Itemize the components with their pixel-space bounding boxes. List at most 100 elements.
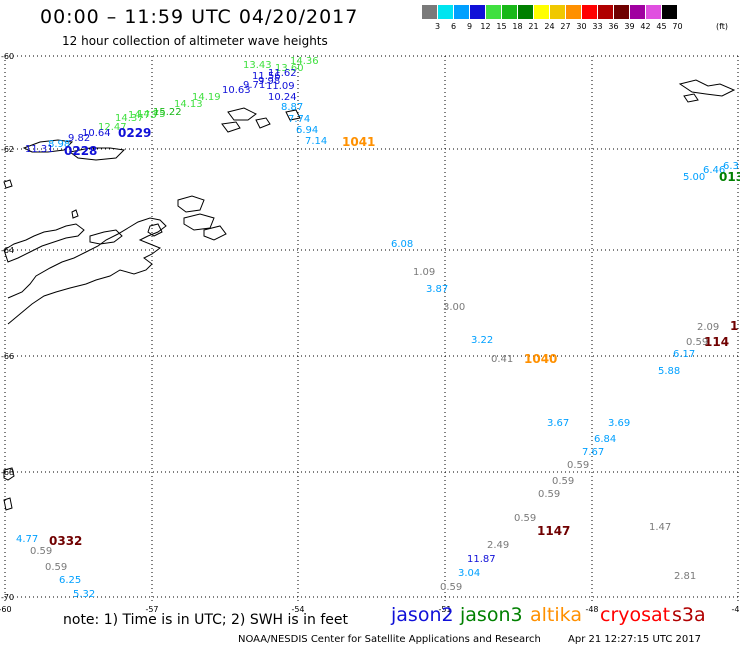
map-subtitle: 12 hour collection of altimeter wave hei… xyxy=(62,34,328,48)
coastline-islet-13 xyxy=(678,79,736,97)
coastline-islet-7 xyxy=(221,121,241,133)
coastline-islet-4 xyxy=(147,223,163,237)
pass-time-label: 114 xyxy=(704,335,729,349)
legend-swatch xyxy=(582,5,597,19)
legend-swatch xyxy=(502,5,517,19)
legend-label: 45 xyxy=(656,22,667,31)
wave-height-label: 3.22 xyxy=(471,335,493,346)
legend-label: 21 xyxy=(528,22,539,31)
wave-height-label: 14.37 xyxy=(115,113,144,124)
legend-label: 70 xyxy=(672,22,683,31)
coastlines xyxy=(3,79,736,511)
legend-swatch xyxy=(518,5,533,19)
lat-label: -64 xyxy=(1,246,14,255)
wave-height-label: 14.19 xyxy=(192,92,221,103)
wave-height-label: 14.73 xyxy=(128,110,157,121)
legend-swatch xyxy=(598,5,613,19)
satellite-label-jason3: jason3 xyxy=(460,604,523,626)
wave-height-label: 0.41 xyxy=(491,354,513,365)
wave-height-label: 13.43 xyxy=(243,60,272,71)
wave-height-label: 6.25 xyxy=(59,575,81,586)
legend-swatch xyxy=(646,5,661,19)
wave-height-label: 2.09 xyxy=(697,322,719,333)
legend-swatch xyxy=(534,5,549,19)
wave-height-label: 7.14 xyxy=(305,136,327,147)
wave-height-label: 3.69 xyxy=(608,418,630,429)
wave-height-label: 10.64 xyxy=(82,128,111,139)
wave-height-label: 13.60 xyxy=(275,63,304,74)
coastline-sound xyxy=(89,229,123,245)
wave-height-label: 14.13 xyxy=(174,99,203,110)
coastline-islet-2 xyxy=(183,213,215,231)
wave-height-label: 9.71 xyxy=(243,80,265,91)
legend-label: 3 xyxy=(434,22,441,31)
wave-height-label: 9.98 xyxy=(258,76,280,87)
legend-label: 42 xyxy=(640,22,651,31)
wave-height-label: 1.47 xyxy=(649,522,671,533)
coastline-islet-1 xyxy=(177,195,205,213)
wave-height-label: 0.59 xyxy=(45,562,67,573)
coastline-islet-11 xyxy=(68,147,126,161)
pass-time-label: 1147 xyxy=(537,524,570,538)
pass-time-label: 013 xyxy=(719,170,740,184)
legend-swatch xyxy=(454,5,469,19)
coastline-islet-15 xyxy=(3,467,15,481)
legend-label: 12 xyxy=(480,22,491,31)
legend-swatch xyxy=(550,5,565,19)
legend-label: 27 xyxy=(560,22,571,31)
wave-height-label: 2.49 xyxy=(487,540,509,551)
satellite-label-altika: altika xyxy=(530,604,582,626)
wave-height-label: 11.09 xyxy=(266,81,295,92)
wave-height-label: 6.84 xyxy=(594,434,616,445)
wave-height-label: 11.56 xyxy=(252,71,281,82)
wave-height-label: 12.47 xyxy=(98,122,127,133)
satellite-label-jason2: jason2 xyxy=(391,604,454,626)
legend-label: 9 xyxy=(466,22,473,31)
coastline-islet-3 xyxy=(203,225,227,241)
legend-swatch xyxy=(486,5,501,19)
legend-label: 30 xyxy=(576,22,587,31)
lat-label: -66 xyxy=(1,352,14,361)
graticule: -60 -57 -54 -51 -48 -45 -60 -62 -64 -66 -68 -70 xyxy=(0,52,740,614)
wave-height-label: 8.87 xyxy=(281,102,303,113)
lat-label: -62 xyxy=(1,145,14,154)
wave-height-label: 0.59 xyxy=(30,546,52,557)
legend-label: 24 xyxy=(544,22,555,31)
lon-label: -48 xyxy=(585,605,598,614)
wave-height-label: 3.67 xyxy=(547,418,569,429)
wave-height-label: 6.08 xyxy=(391,239,413,250)
wave-height-label: 11.62 xyxy=(268,68,297,79)
legend-swatch xyxy=(422,5,437,19)
map-title: 00:00 – 11:59 UTC 04/20/2017 xyxy=(40,6,359,28)
wave-height-label: 0.59 xyxy=(538,489,560,500)
legend-swatch xyxy=(566,5,581,19)
pass-time-label: 0332 xyxy=(49,534,82,548)
wave-height-label: 10.24 xyxy=(268,92,297,103)
wave-height-label: 6.17 xyxy=(673,349,695,360)
wave-height-label: 0.59 xyxy=(552,476,574,487)
legend-label: 36 xyxy=(608,22,619,31)
lon-label: -45 xyxy=(731,605,740,614)
wave-height-label: 5.00 xyxy=(683,172,705,183)
legend-swatch xyxy=(630,5,645,19)
wave-height-label: 3.04 xyxy=(458,568,480,579)
wave-height-label: 10.63 xyxy=(222,85,251,96)
legend-label: 33 xyxy=(592,22,603,31)
coastline-islet-16 xyxy=(3,497,13,511)
legend-label: 18 xyxy=(512,22,523,31)
wave-height-label: 0.59 xyxy=(567,460,589,471)
lon-label: -60 xyxy=(0,605,12,614)
footnote: note: 1) Time is in UTC; 2) SWH is in fe… xyxy=(63,612,349,628)
coastline-islet-14 xyxy=(683,93,699,103)
wave-height-label: 2.81 xyxy=(674,571,696,582)
wave-height-label: 14.75 xyxy=(137,109,166,120)
satellite-label-s3a: s3a xyxy=(672,604,706,626)
wave-height-label: 6.3 xyxy=(723,161,739,172)
wave-height-label: 1.09 xyxy=(413,267,435,278)
wave-height-label: 3.00 xyxy=(443,302,465,313)
legend-label: 15 xyxy=(496,22,507,31)
